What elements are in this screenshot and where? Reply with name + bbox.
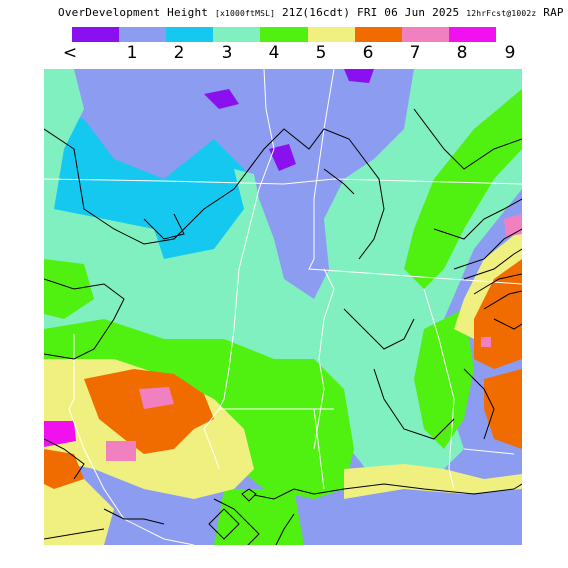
map-panel: [44, 69, 522, 545]
legend-swatch-0: [72, 27, 120, 42]
legend-swatch-8: [448, 27, 496, 42]
legend-tick-3: 3: [221, 43, 233, 63]
legend-swatch-1: [119, 27, 167, 42]
legend-tick-7: 7: [409, 43, 421, 63]
band-1-central: [249, 139, 329, 299]
legend-swatch-7: [401, 27, 449, 42]
legend-swatch-5: [307, 27, 355, 42]
legend-tick-1: 1: [126, 43, 138, 63]
band-6-southeast: [484, 369, 522, 449]
band-1-se-coast: [334, 489, 522, 545]
band-4-coast: [214, 489, 304, 545]
map-title: OverDevelopment Height [x1000ftMSL] 21Z(…: [58, 6, 564, 19]
legend-swatch-2: [166, 27, 214, 42]
legend-tick-9: 9: [504, 43, 516, 63]
band-8-west: [44, 421, 76, 447]
title-main: OverDevelopment Height: [58, 6, 209, 19]
legend-swatch-6: [354, 27, 402, 42]
legend-swatch-3: [213, 27, 261, 42]
legend-tick-2: 2: [173, 43, 185, 63]
band-5-sw-corner: [44, 469, 114, 545]
title-model: RAP: [543, 6, 564, 19]
title-units: [x1000ftMSL]: [214, 9, 276, 18]
map-canvas: [44, 69, 522, 545]
band-5-south: [344, 464, 522, 499]
title-valid-time: 21Z(16cdt) FRI 06 Jun 2025: [281, 6, 460, 19]
color-legend: [72, 27, 496, 42]
contour-lines: [44, 108, 522, 545]
title-run: 12hrFcst@1002z: [466, 9, 537, 18]
band-4-east: [404, 89, 522, 289]
legend-ticks: <1 2 3 4 5 6 7 8 9: [48, 43, 528, 63]
band-7-c: [481, 337, 491, 347]
band-lt1-a: [204, 89, 239, 109]
band-lt1-b: [269, 144, 296, 171]
state-borders: [44, 69, 522, 545]
band-4-west: [44, 259, 94, 319]
legend-tick-0: <: [62, 43, 78, 63]
legend-tick-4: 4: [268, 43, 280, 63]
band-7-b: [106, 441, 136, 461]
legend-tick-6: 6: [362, 43, 374, 63]
legend-tick-8: 8: [456, 43, 468, 63]
band-4-southeast: [414, 309, 474, 449]
legend-swatch-4: [260, 27, 308, 42]
band-lt1-c: [344, 69, 374, 83]
band-7-a: [139, 387, 174, 409]
band-6-southwest: [84, 369, 214, 454]
legend-tick-5: 5: [315, 43, 327, 63]
